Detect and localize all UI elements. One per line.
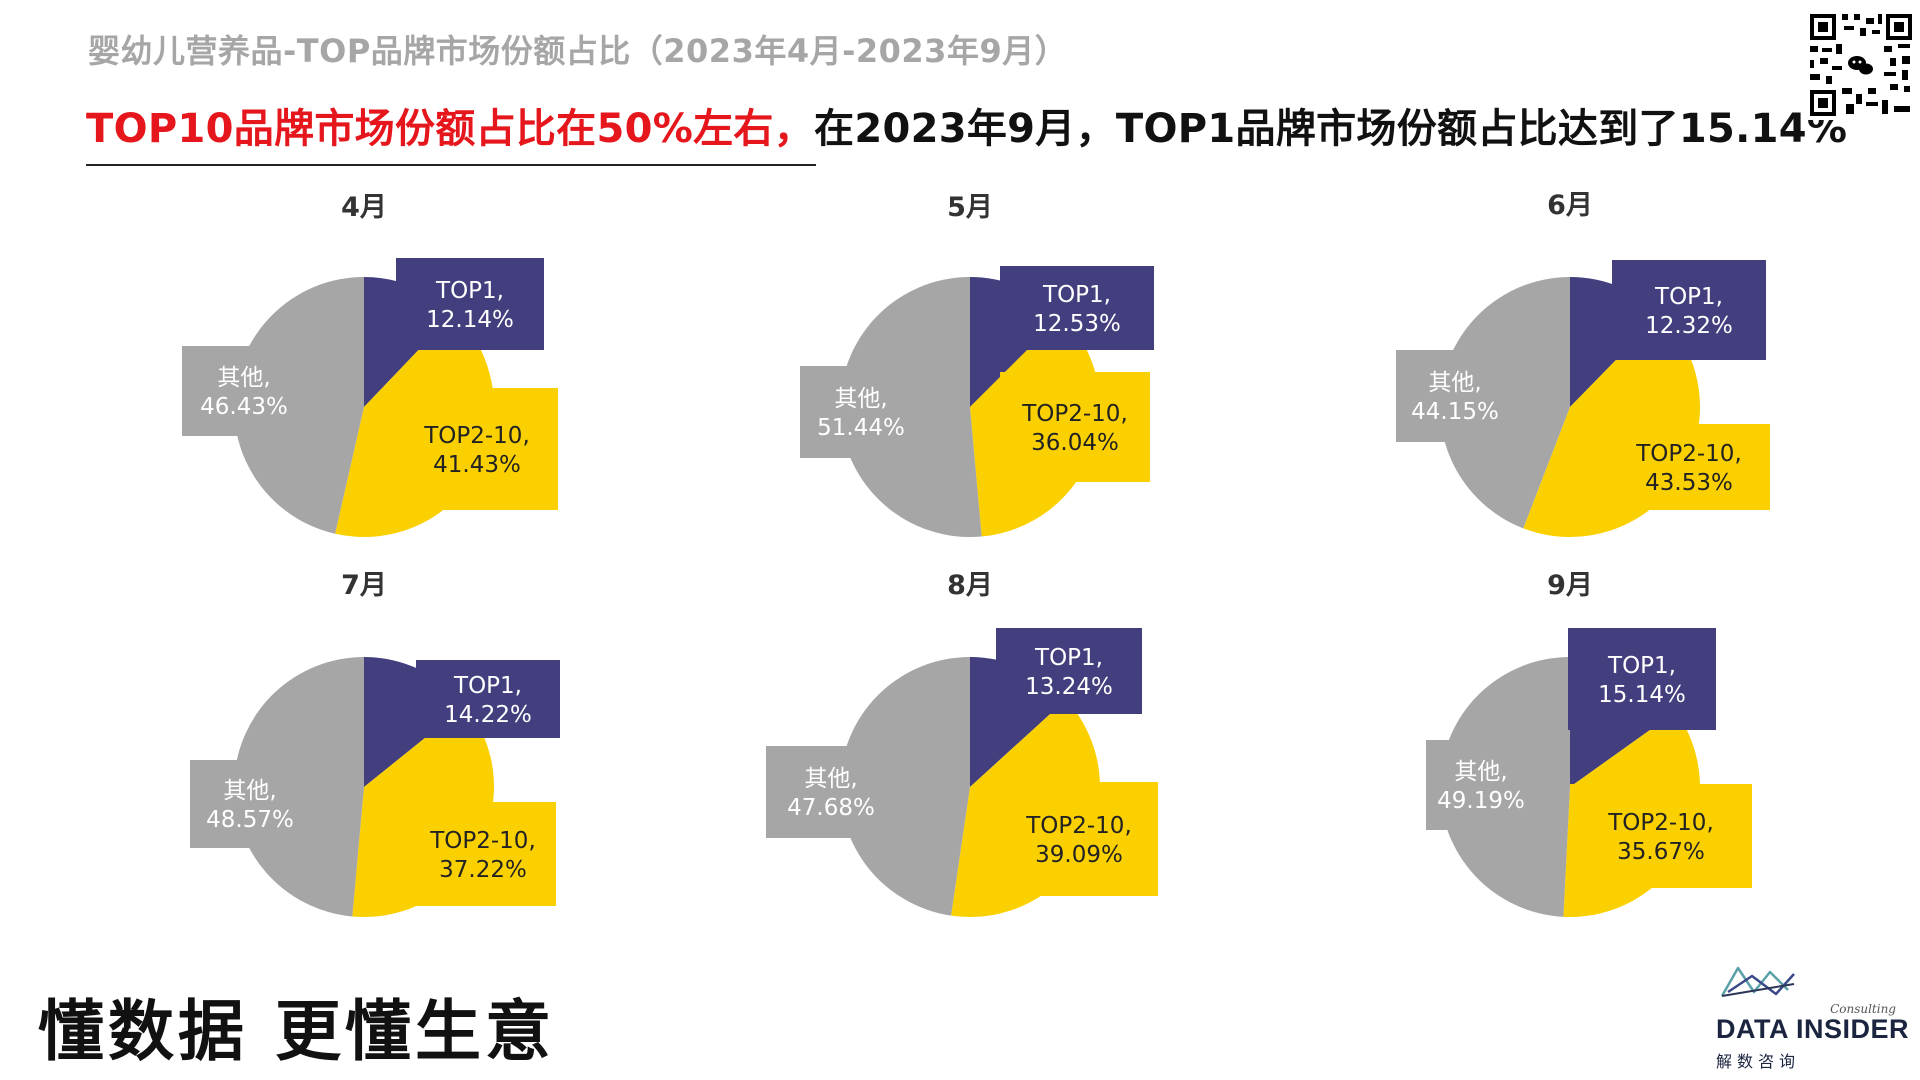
pie-chart-5: 8月 TOP1, 13.24% TOP2-10, 39.09% 其他, 47.68%: [766, 570, 1158, 918]
data-label-name: 其他,: [1428, 370, 1481, 396]
data-label-value: 13.24%: [1025, 674, 1113, 700]
data-label-box: [1000, 266, 1154, 350]
chart-title: 8月: [947, 570, 993, 601]
chart-title: 4月: [341, 192, 387, 223]
company-logo: Consulting DATA INSIDER 解数咨询: [1712, 962, 1909, 1072]
data-label-value: 36.04%: [1031, 430, 1119, 456]
data-label-value: 48.57%: [206, 807, 294, 833]
data-label-box: [996, 628, 1142, 714]
data-label-box: [1568, 628, 1716, 730]
data-label-value: 44.15%: [1411, 399, 1499, 425]
data-label-name: TOP1,: [435, 278, 504, 304]
data-label-box: [1570, 784, 1752, 888]
data-label-name: TOP2-10,: [1607, 810, 1714, 836]
headline-text: 在2023年9月，TOP1品牌市场份额占比达到了15.14%: [814, 106, 1848, 152]
qr-code-icon: [1806, 10, 1916, 120]
data-label-name: 其他,: [804, 766, 857, 792]
data-label-box: [182, 346, 306, 436]
data-label-box: [396, 388, 558, 510]
data-label-box: [766, 746, 896, 838]
logo-consulting-text: Consulting: [1830, 1002, 1896, 1016]
pie-slice: [839, 656, 970, 916]
page-headline: TOP10品牌市场份额占比在50%左右，在2023年9月，TOP1品牌市场份额占…: [86, 96, 1847, 154]
data-label-name: TOP1,: [1654, 284, 1723, 310]
data-label-box: [1426, 740, 1536, 830]
pie-chart-6: 9月 TOP1, 15.14% TOP2-10, 35.67% 其他, 49.19%: [1426, 570, 1752, 917]
data-label-value: 14.22%: [444, 702, 532, 728]
data-label-name: TOP1,: [1034, 645, 1103, 671]
data-label-box: [1396, 350, 1514, 442]
data-label-name: TOP1,: [1042, 282, 1111, 308]
pie-chart-3: 6月 TOP1, 12.32% TOP2-10, 43.53% 其他, 44.15%: [1396, 190, 1770, 538]
data-label-value: 35.67%: [1617, 839, 1705, 865]
chart-title: 9月: [1547, 570, 1593, 601]
data-label-name: 其他,: [223, 778, 276, 804]
data-label-name: TOP1,: [453, 673, 522, 699]
pie-chart-1: 4月 TOP1, 12.14% TOP2-10, 41.43% 其他, 46.43%: [182, 192, 558, 537]
data-label-name: TOP2-10,: [429, 828, 536, 854]
data-label-value: 12.14%: [426, 307, 514, 333]
page-subtitle: 婴幼儿营养品-TOP品牌市场份额占比（2023年4月-2023年9月）: [88, 32, 1068, 70]
data-label-name: TOP2-10,: [423, 423, 530, 449]
data-label-value: 46.43%: [200, 394, 288, 420]
data-label-box: [1000, 782, 1158, 896]
data-label-value: 39.09%: [1035, 842, 1123, 868]
data-label-value: 49.19%: [1437, 788, 1525, 814]
data-label-box: [190, 760, 310, 848]
logo-chinese-text: 解数咨询: [1716, 1052, 1801, 1071]
data-label-value: 37.22%: [439, 857, 527, 883]
data-label-name: 其他,: [217, 365, 270, 391]
data-label-value: 15.14%: [1598, 682, 1686, 708]
chart-title: 7月: [341, 570, 387, 601]
data-label-name: TOP2-10,: [1021, 401, 1128, 427]
data-label-box: [1000, 372, 1150, 482]
data-label-value: 43.53%: [1645, 470, 1733, 496]
data-insider-logo-icon: [1720, 966, 1795, 997]
data-label-box: [800, 366, 922, 458]
data-label-box: [410, 802, 556, 906]
data-label-name: TOP2-10,: [1025, 813, 1132, 839]
chart-title: 5月: [947, 192, 993, 223]
headline-highlight: TOP10品牌市场份额占比在50%左右，: [86, 106, 815, 152]
slogan: 懂数据 更懂生意: [38, 993, 555, 1070]
logo-brand-text: DATA INSIDER: [1716, 1014, 1909, 1044]
pie-chart-4: 7月 TOP1, 14.22% TOP2-10, 37.22% 其他, 48.57%: [190, 570, 560, 917]
data-label-name: 其他,: [834, 386, 887, 412]
headline-divider: [86, 164, 816, 166]
data-label-box: [1612, 260, 1766, 360]
data-label-box: [396, 258, 544, 350]
chart-title: 6月: [1547, 190, 1593, 221]
data-label-value: 51.44%: [817, 415, 905, 441]
data-label-name: 其他,: [1454, 759, 1507, 785]
data-label-name: TOP2-10,: [1635, 441, 1742, 467]
data-label-value: 47.68%: [787, 795, 875, 821]
data-label-box: [1608, 424, 1770, 510]
data-label-value: 41.43%: [433, 452, 521, 478]
data-label-box: [416, 660, 560, 738]
data-label-name: TOP1,: [1607, 653, 1676, 679]
data-label-value: 12.53%: [1033, 311, 1121, 337]
pie-chart-2: 5月 TOP1, 12.53% TOP2-10, 36.04% 其他, 51.44%: [800, 192, 1154, 537]
data-label-value: 12.32%: [1645, 313, 1733, 339]
